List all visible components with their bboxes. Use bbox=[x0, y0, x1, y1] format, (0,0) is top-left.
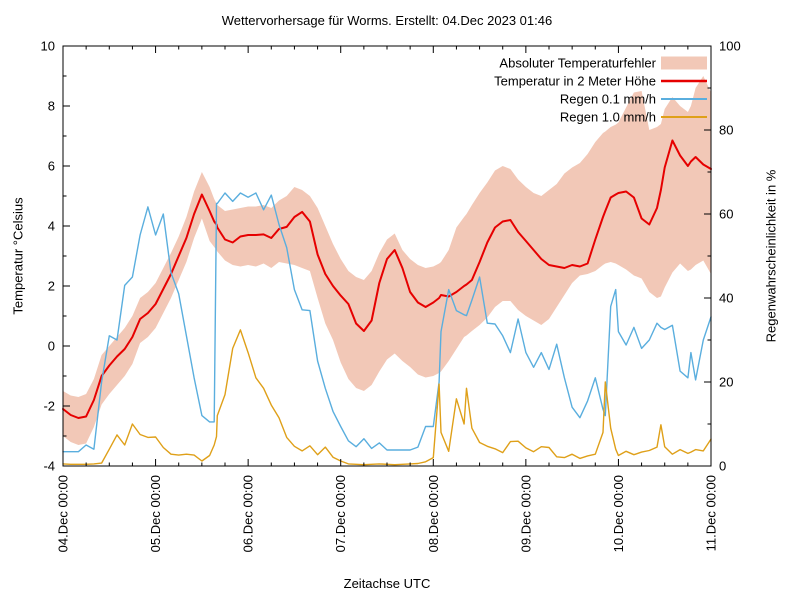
y-right-tick-label: 80 bbox=[719, 123, 733, 138]
y-right-tick-label: 20 bbox=[719, 375, 733, 390]
y-right-tick-label: 0 bbox=[719, 459, 726, 474]
y-right-tick-label: 40 bbox=[719, 291, 733, 306]
chart-title: Wettervorhersage für Worms. Erstellt: 04… bbox=[221, 13, 553, 28]
x-tick-label: 06.Dec 00:00 bbox=[241, 475, 256, 552]
y-left-tick-label: -4 bbox=[43, 459, 55, 474]
x-tick-label: 11.Dec 00:00 bbox=[704, 475, 719, 551]
x-axis-label: Zeitachse UTC bbox=[343, 576, 431, 591]
x-tick-label: 09.Dec 00:00 bbox=[518, 475, 533, 552]
y-left-tick-label: 2 bbox=[48, 279, 55, 294]
series-line-temperatur-in-2-meter-h-he bbox=[62, 139, 712, 419]
y-left-tick-label: 10 bbox=[41, 39, 55, 54]
legend-label: Regen 1.0 mm/h bbox=[560, 110, 656, 125]
y-right-tick-label: 100 bbox=[719, 39, 741, 54]
y-right-tick-label: 60 bbox=[719, 207, 733, 222]
legend-label: Temperatur in 2 Meter Höhe bbox=[494, 74, 656, 89]
legend-label: Absoluter Temperaturfehler bbox=[499, 56, 656, 71]
series-line-regen-1-0-mm-h bbox=[62, 329, 712, 466]
x-tick-label: 05.Dec 00:00 bbox=[148, 475, 163, 552]
x-tick-label: 07.Dec 00:00 bbox=[333, 475, 348, 552]
legend-swatch-band bbox=[661, 56, 707, 70]
legend-label: Regen 0.1 mm/h bbox=[560, 92, 656, 107]
series-line-regen-0-1-mm-h bbox=[62, 192, 712, 453]
y-left-tick-label: -2 bbox=[43, 399, 55, 414]
x-tick-label: 08.Dec 00:00 bbox=[426, 475, 441, 552]
x-tick-label: 04.Dec 00:00 bbox=[56, 475, 71, 552]
y-left-tick-label: 0 bbox=[48, 339, 55, 354]
y-left-tick-label: 6 bbox=[48, 159, 55, 174]
x-tick-label: 10.Dec 00:00 bbox=[611, 475, 626, 552]
y-left-tick-label: 4 bbox=[48, 219, 55, 234]
y-left-tick-label: 8 bbox=[48, 99, 55, 114]
